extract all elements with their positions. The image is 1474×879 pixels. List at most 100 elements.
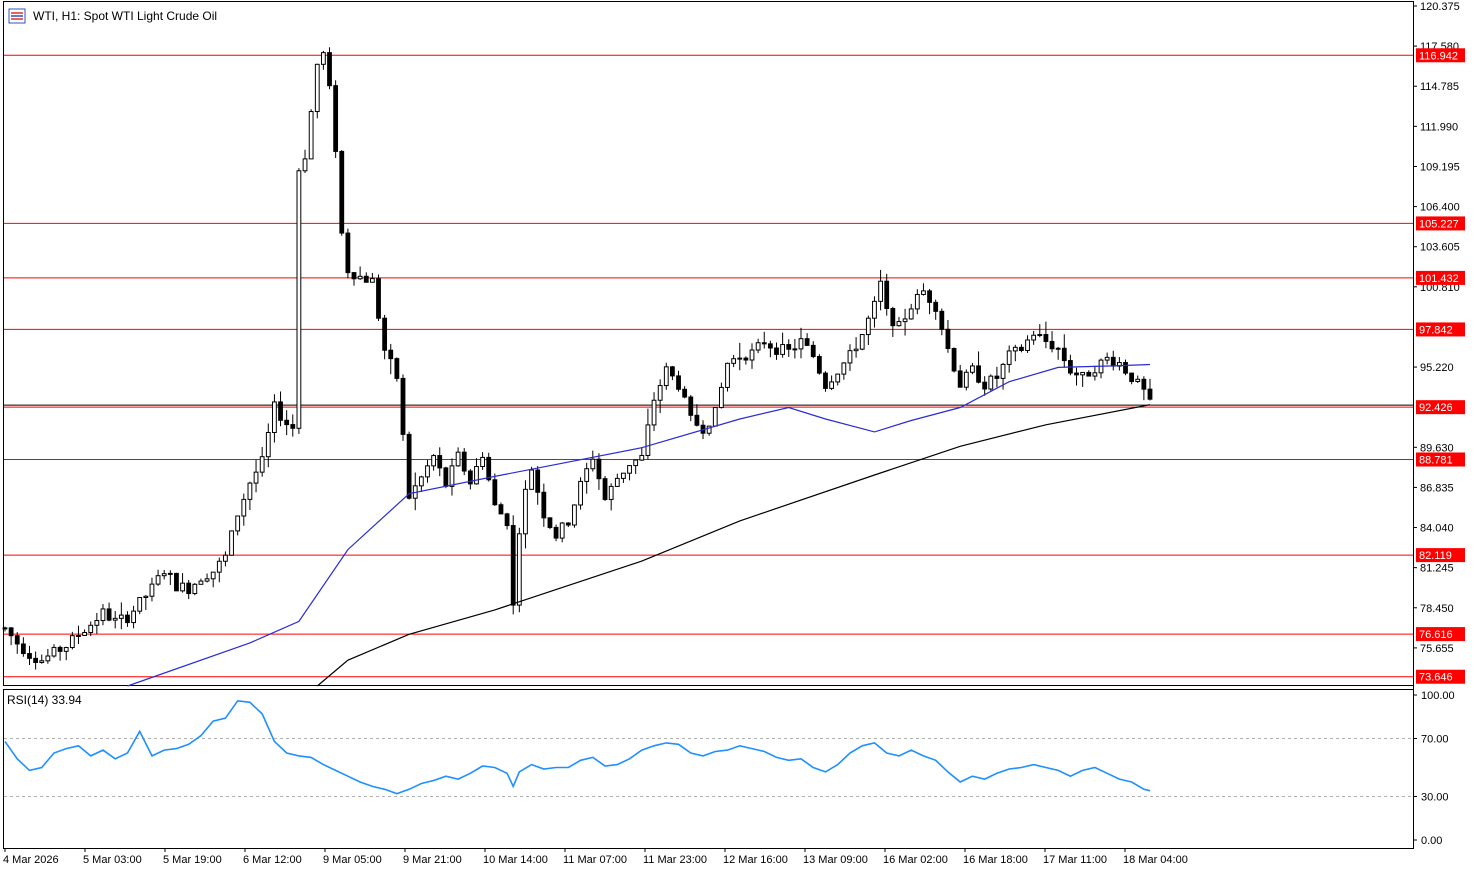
time-tick-label: 13 Mar 09:00 xyxy=(803,854,868,866)
time-tick-label: 16 Mar 18:00 xyxy=(963,854,1028,866)
level-price-label: 82.119 xyxy=(1419,550,1452,562)
candle-body xyxy=(406,433,412,499)
candle-body xyxy=(706,425,712,434)
candle-body xyxy=(118,614,124,619)
price-tick-label: 120.375 xyxy=(1420,1,1460,13)
candle-body xyxy=(474,466,479,485)
price-tick-label: 111.990 xyxy=(1420,121,1458,133)
candle-body xyxy=(743,357,749,361)
candle-body xyxy=(896,321,902,327)
candle-body xyxy=(767,343,773,349)
candle-body xyxy=(602,478,608,500)
candle-body xyxy=(302,158,308,172)
candle-body xyxy=(394,358,400,379)
candle-body xyxy=(425,465,430,478)
candle-body xyxy=(792,348,798,351)
price-tick-label: 84.040 xyxy=(1420,523,1454,535)
candle-body xyxy=(645,424,651,456)
candle-body xyxy=(376,278,381,319)
candle-body xyxy=(284,419,290,426)
level-price-label: 105.227 xyxy=(1419,218,1459,230)
time-tick-label: 9 Mar 21:00 xyxy=(403,854,462,866)
level-price-label: 73.646 xyxy=(1419,672,1453,684)
candle-body xyxy=(161,573,167,577)
candle-body xyxy=(559,522,565,539)
candle-body xyxy=(180,582,185,592)
candle-body xyxy=(155,575,161,585)
candle-body xyxy=(1080,371,1086,376)
level-price-label: 92.426 xyxy=(1419,402,1453,414)
candle-body xyxy=(369,278,375,283)
candle-body xyxy=(437,455,443,469)
candle-body xyxy=(823,372,828,389)
candle-body xyxy=(492,479,498,506)
candle-body xyxy=(682,388,688,398)
chart-icon xyxy=(8,8,26,24)
ma-slow-line xyxy=(316,404,1151,687)
time-axis: 4 Mar 2026 5 Mar 03:00 5 Mar 19:00 6 Mar 12… xyxy=(3,848,1188,866)
candle-body xyxy=(235,515,241,532)
candle-body xyxy=(982,381,988,390)
candle-body xyxy=(125,614,130,624)
candle-body xyxy=(694,414,700,426)
candle-body xyxy=(94,620,100,626)
candle-body xyxy=(976,365,981,383)
candle-body xyxy=(663,366,669,387)
price-tick-label: 89.630 xyxy=(1420,442,1454,454)
candle-body xyxy=(320,52,326,65)
candle-body xyxy=(418,476,424,487)
candle-body xyxy=(1012,346,1018,352)
candlesticks xyxy=(2,47,1153,670)
candle-body xyxy=(510,525,516,606)
candle-body xyxy=(143,595,149,599)
price-tick-label: 75.655 xyxy=(1420,643,1454,655)
candle-body xyxy=(1000,363,1006,379)
candle-body xyxy=(382,317,388,351)
candle-body xyxy=(431,455,437,467)
candle-body xyxy=(88,624,94,633)
candle-body xyxy=(388,349,394,360)
rsi-tick-label: 100.00 xyxy=(1421,690,1455,702)
candle-body xyxy=(1086,371,1092,377)
candle-body xyxy=(1092,372,1098,377)
candle-body xyxy=(994,375,1000,379)
time-tick-label: 11 Mar 23:00 xyxy=(643,854,707,866)
candle-body xyxy=(749,349,755,361)
candle-body xyxy=(1074,372,1079,376)
candle-body xyxy=(890,308,896,327)
candle-body xyxy=(590,458,596,470)
price-tick-label: 103.605 xyxy=(1420,242,1460,254)
candle-body xyxy=(565,522,571,526)
time-tick-label: 16 Mar 02:00 xyxy=(883,854,948,866)
candle-body xyxy=(541,491,547,519)
candle-body xyxy=(1043,333,1049,342)
candle-body xyxy=(504,513,510,527)
rsi-label: RSI(14) 33.94 xyxy=(7,693,82,707)
level-price-box xyxy=(1416,322,1465,337)
candle-body xyxy=(1104,356,1110,361)
time-tick-label: 5 Mar 03:00 xyxy=(83,854,142,866)
candle-body xyxy=(167,572,173,575)
candle-body xyxy=(106,608,112,621)
candle-body xyxy=(449,465,455,487)
candle-body xyxy=(33,657,39,663)
candle-body xyxy=(149,583,155,597)
candle-body xyxy=(578,480,583,506)
candle-body xyxy=(914,293,920,310)
price-tick-label: 109.195 xyxy=(1420,161,1460,173)
candle-body xyxy=(8,627,14,637)
ma-fast-line xyxy=(127,363,1151,687)
candle-body xyxy=(39,660,45,663)
candle-body xyxy=(786,344,792,350)
candle-body xyxy=(216,560,222,573)
moving-averages xyxy=(127,363,1151,687)
candle-body xyxy=(1123,362,1128,374)
candle-body xyxy=(333,85,339,152)
candle-body xyxy=(253,471,259,484)
candle-body xyxy=(1025,339,1030,351)
candle-body xyxy=(461,451,467,472)
level-price-box xyxy=(1416,48,1465,63)
candle-body xyxy=(137,597,143,612)
candle-body xyxy=(486,456,492,481)
